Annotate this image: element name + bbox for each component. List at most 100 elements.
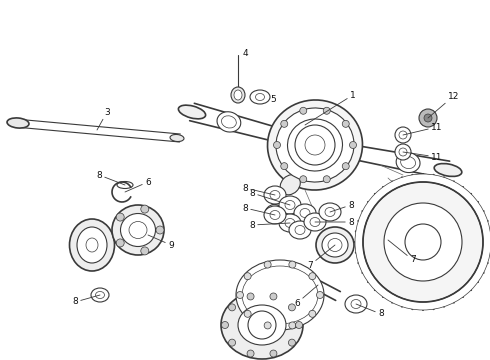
Circle shape [289,339,295,346]
Circle shape [323,107,330,114]
Ellipse shape [112,205,164,255]
Text: 8: 8 [356,304,384,319]
Circle shape [264,322,271,329]
Ellipse shape [369,222,407,258]
Ellipse shape [121,213,155,247]
Ellipse shape [399,131,407,139]
Circle shape [281,163,288,170]
Circle shape [405,224,441,260]
Text: 11: 11 [403,152,442,162]
Ellipse shape [316,227,354,263]
Ellipse shape [268,100,363,190]
Circle shape [270,350,277,357]
Ellipse shape [295,225,305,234]
Text: 4: 4 [243,49,248,58]
Text: 8: 8 [330,201,354,212]
Circle shape [317,292,323,298]
Ellipse shape [304,213,326,231]
Ellipse shape [395,127,411,143]
Circle shape [221,321,228,328]
Circle shape [228,339,236,346]
Ellipse shape [170,134,184,141]
Circle shape [363,182,483,302]
Circle shape [237,292,244,298]
Circle shape [355,174,490,310]
Ellipse shape [231,87,245,103]
Circle shape [289,322,296,329]
Ellipse shape [250,90,270,104]
Ellipse shape [396,152,420,172]
Ellipse shape [70,219,115,271]
Ellipse shape [288,119,343,171]
Text: 7: 7 [388,240,416,265]
Circle shape [384,203,462,281]
Text: 1: 1 [305,90,356,125]
Circle shape [295,125,335,165]
Ellipse shape [294,204,316,222]
Circle shape [228,304,236,311]
Ellipse shape [129,221,147,239]
Ellipse shape [381,234,395,247]
Circle shape [116,213,124,221]
Ellipse shape [270,190,280,199]
Text: 3: 3 [97,108,110,130]
Circle shape [247,350,254,357]
Ellipse shape [255,94,265,100]
Ellipse shape [221,291,303,359]
Text: 8: 8 [249,220,290,230]
Ellipse shape [434,163,462,176]
Ellipse shape [289,221,311,239]
Ellipse shape [328,239,342,252]
Circle shape [247,293,254,300]
Ellipse shape [86,238,98,252]
Circle shape [305,135,325,155]
Ellipse shape [280,175,300,195]
Ellipse shape [310,217,320,226]
Text: 5: 5 [270,95,276,104]
Ellipse shape [319,203,341,221]
Circle shape [323,176,330,183]
Ellipse shape [265,204,281,220]
Text: 12: 12 [428,91,460,118]
Ellipse shape [236,260,324,330]
Circle shape [309,310,316,317]
Ellipse shape [285,201,295,210]
Circle shape [248,311,276,339]
Ellipse shape [264,206,286,224]
Circle shape [342,163,349,170]
Circle shape [244,273,251,280]
Ellipse shape [276,108,354,182]
Ellipse shape [395,144,411,160]
Circle shape [300,176,307,183]
Ellipse shape [279,196,301,214]
Circle shape [264,261,271,268]
Text: 10: 10 [0,359,1,360]
Ellipse shape [375,228,401,252]
Text: 7: 7 [307,245,335,270]
Text: 6: 6 [294,285,318,307]
Circle shape [141,247,149,255]
Ellipse shape [279,214,301,232]
Ellipse shape [345,295,367,313]
Ellipse shape [96,292,104,298]
Circle shape [273,141,280,149]
Text: 2: 2 [0,359,1,360]
Text: 9: 9 [148,235,174,249]
Text: 6: 6 [125,177,151,192]
Ellipse shape [264,186,286,204]
Circle shape [349,141,357,149]
Text: 8: 8 [242,203,275,215]
Circle shape [300,107,307,114]
Circle shape [116,239,124,247]
Ellipse shape [234,90,242,100]
Ellipse shape [178,105,206,119]
Circle shape [270,293,277,300]
Ellipse shape [325,207,335,216]
Circle shape [289,261,296,268]
Circle shape [244,310,251,317]
Ellipse shape [242,266,318,324]
Ellipse shape [91,288,109,302]
Ellipse shape [238,305,286,345]
Ellipse shape [7,118,29,128]
Circle shape [156,226,164,234]
